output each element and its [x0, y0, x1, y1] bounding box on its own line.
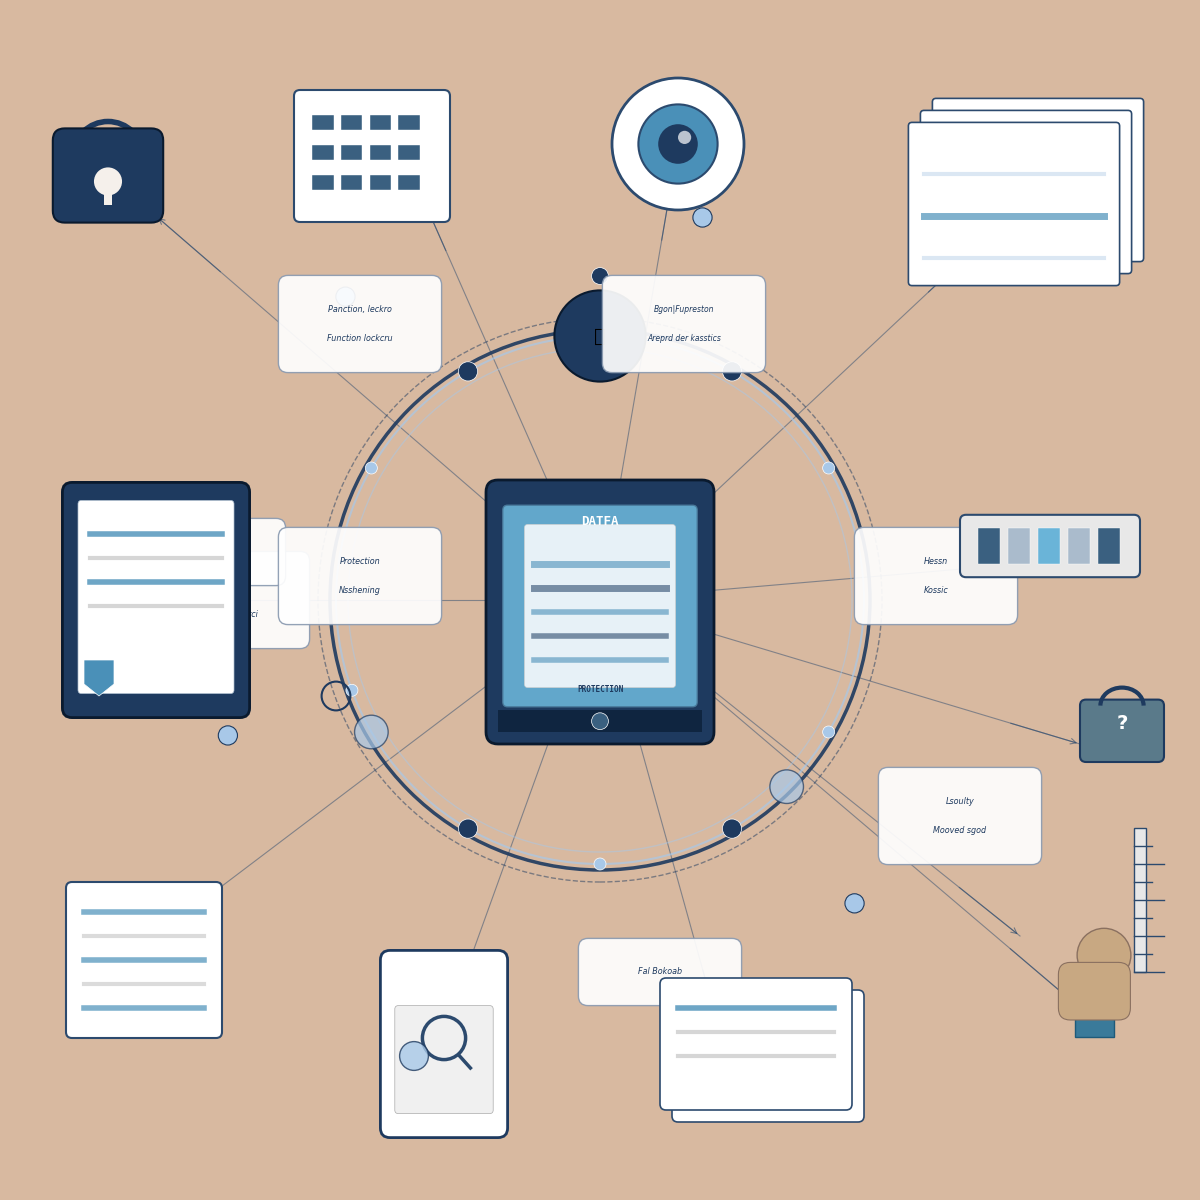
Text: Protection: Protection: [340, 557, 380, 566]
Text: Password Perci: Password Perci: [198, 610, 258, 619]
Circle shape: [455, 962, 474, 982]
Text: Function lockcru: Function lockcru: [328, 334, 392, 343]
Circle shape: [554, 290, 646, 382]
Text: Bgon|Fupreston: Bgon|Fupreston: [654, 305, 714, 314]
Bar: [498, 710, 702, 732]
FancyBboxPatch shape: [278, 276, 442, 372]
Circle shape: [658, 124, 697, 164]
Bar: [341, 175, 362, 190]
Bar: [398, 115, 420, 130]
Circle shape: [594, 858, 606, 870]
Bar: [1068, 528, 1090, 564]
FancyBboxPatch shape: [146, 551, 310, 648]
Text: Yeccation: Yeccation: [209, 581, 247, 590]
Circle shape: [592, 268, 608, 284]
Text: PROTECTION: PROTECTION: [577, 685, 623, 695]
Bar: [370, 145, 391, 160]
Bar: [103, 186, 113, 205]
Circle shape: [94, 168, 122, 196]
FancyBboxPatch shape: [932, 98, 1144, 262]
Text: Areprd der kasstics: Areprd der kasstics: [647, 334, 721, 343]
Circle shape: [638, 104, 718, 184]
Bar: [978, 528, 1000, 564]
Circle shape: [592, 713, 608, 730]
Circle shape: [692, 208, 712, 227]
Circle shape: [458, 361, 478, 380]
FancyBboxPatch shape: [486, 480, 714, 744]
FancyBboxPatch shape: [395, 1006, 493, 1114]
FancyBboxPatch shape: [578, 938, 742, 1006]
Circle shape: [336, 287, 355, 306]
Bar: [370, 115, 391, 130]
FancyBboxPatch shape: [503, 505, 697, 707]
Text: Fal Bokoab: Fal Bokoab: [638, 967, 682, 977]
Text: Nsshening: Nsshening: [340, 586, 380, 595]
FancyBboxPatch shape: [78, 500, 234, 694]
Bar: [1134, 828, 1146, 972]
Bar: [312, 115, 334, 130]
Circle shape: [354, 715, 388, 749]
Bar: [312, 175, 334, 190]
Bar: [1008, 528, 1030, 564]
FancyBboxPatch shape: [278, 527, 442, 624]
Text: Lsoulty: Lsoulty: [946, 797, 974, 806]
Bar: [1098, 528, 1120, 564]
Circle shape: [346, 684, 358, 696]
Circle shape: [722, 361, 742, 380]
FancyBboxPatch shape: [294, 90, 450, 222]
Bar: [398, 175, 420, 190]
Bar: [370, 175, 391, 190]
FancyBboxPatch shape: [920, 110, 1132, 274]
Circle shape: [770, 770, 804, 804]
Circle shape: [722, 820, 742, 839]
Bar: [341, 115, 362, 130]
Text: Kossic: Kossic: [924, 586, 948, 595]
Text: Mooved sgod: Mooved sgod: [934, 826, 986, 835]
FancyBboxPatch shape: [854, 527, 1018, 624]
FancyBboxPatch shape: [66, 882, 222, 1038]
Bar: [312, 145, 334, 160]
FancyBboxPatch shape: [602, 276, 766, 372]
FancyBboxPatch shape: [1080, 700, 1164, 762]
Circle shape: [365, 462, 377, 474]
FancyBboxPatch shape: [960, 515, 1140, 577]
FancyBboxPatch shape: [62, 482, 250, 718]
Text: Panction, leckro: Panction, leckro: [328, 305, 392, 314]
FancyBboxPatch shape: [122, 518, 286, 586]
FancyBboxPatch shape: [53, 128, 163, 223]
Text: Hessn: Hessn: [924, 557, 948, 566]
Circle shape: [845, 894, 864, 913]
Bar: [1038, 528, 1060, 564]
Polygon shape: [1075, 984, 1114, 1037]
Circle shape: [458, 820, 478, 839]
Text: 🔒: 🔒: [594, 326, 606, 346]
Circle shape: [400, 1042, 428, 1070]
Circle shape: [823, 462, 835, 474]
Circle shape: [218, 726, 238, 745]
Bar: [341, 145, 362, 160]
FancyBboxPatch shape: [380, 950, 508, 1138]
Circle shape: [823, 726, 835, 738]
FancyBboxPatch shape: [908, 122, 1120, 286]
Circle shape: [612, 78, 744, 210]
Text: ?: ?: [1116, 714, 1128, 733]
FancyBboxPatch shape: [660, 978, 852, 1110]
Polygon shape: [84, 660, 114, 696]
Circle shape: [678, 131, 691, 144]
Text: DATFA: DATFA: [581, 516, 619, 528]
Circle shape: [1078, 929, 1130, 982]
FancyBboxPatch shape: [878, 768, 1042, 864]
FancyBboxPatch shape: [1058, 962, 1130, 1020]
FancyBboxPatch shape: [524, 524, 676, 688]
FancyBboxPatch shape: [672, 990, 864, 1122]
Bar: [398, 145, 420, 160]
